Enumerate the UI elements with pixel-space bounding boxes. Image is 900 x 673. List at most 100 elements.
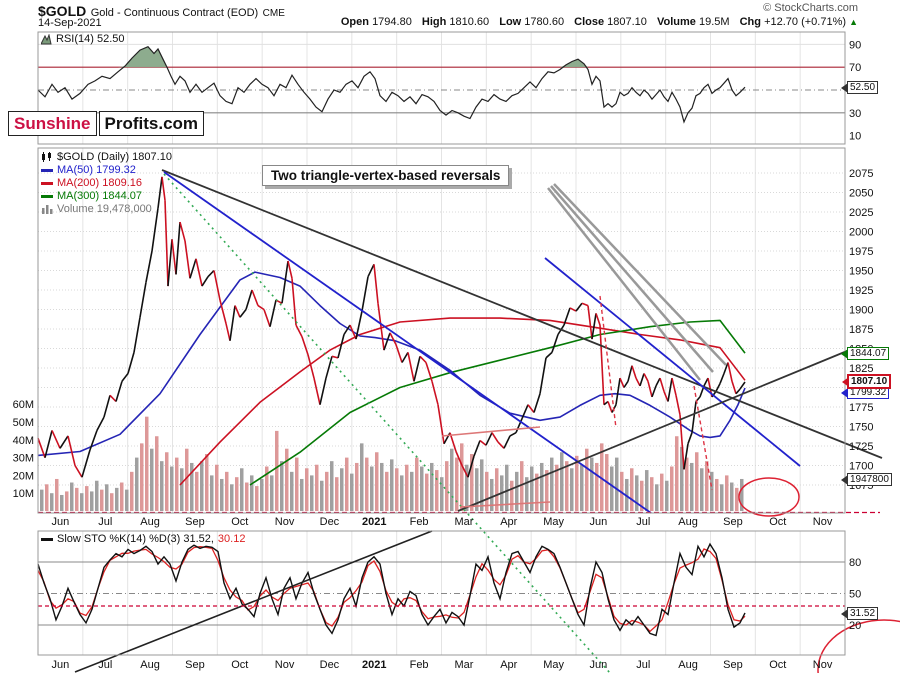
month-label: Oct — [769, 659, 786, 671]
volume-bar — [340, 468, 344, 511]
price-segment — [659, 377, 665, 392]
volume-bar — [320, 480, 324, 511]
volume-bar — [525, 477, 529, 511]
price-segment — [295, 324, 303, 338]
volume-bar — [380, 462, 384, 511]
copyright: © StockCharts.com — [763, 2, 858, 14]
volume-bar — [670, 466, 674, 511]
volume-bar — [700, 468, 704, 511]
red-dashed-june-drop — [599, 295, 617, 429]
exchange: CME — [262, 8, 285, 19]
volume-bar — [165, 452, 169, 511]
volume-bar — [435, 470, 439, 511]
price-segment — [591, 313, 597, 340]
volume-bar — [400, 475, 404, 511]
month-label: Mar — [454, 659, 473, 671]
ascending-support-black — [457, 350, 848, 512]
volume-bar — [185, 448, 189, 511]
rsi-indicator-icon — [41, 33, 52, 44]
price-segment — [497, 441, 505, 449]
price-segment — [201, 276, 209, 287]
price-ytick: 1725 — [849, 441, 873, 453]
volume-bar — [70, 482, 74, 511]
stoch-k-line — [37, 542, 746, 637]
price-ytick: 1750 — [849, 422, 873, 434]
volume-bar — [355, 462, 359, 511]
price-ytick: 1775 — [849, 402, 873, 414]
price-segment — [361, 276, 369, 312]
price-segment — [225, 323, 231, 341]
volume-bar — [690, 462, 694, 511]
price-segment — [337, 334, 345, 359]
volume-bar — [685, 457, 689, 511]
volume-bar — [545, 470, 549, 511]
price-segment — [467, 455, 475, 478]
volume-bar — [180, 468, 184, 511]
volume-bar — [620, 471, 624, 511]
price-segment — [301, 336, 309, 355]
volume-bar — [600, 443, 604, 511]
price-segment — [719, 373, 725, 384]
volume-ytick: 50M — [13, 417, 34, 429]
price-segment — [627, 365, 633, 382]
volume-bar — [725, 475, 729, 511]
ma50-legend-row: MA(50) 1799.32 — [41, 164, 136, 176]
volume-bar — [210, 475, 214, 511]
ma300-legend-row: MA(300) 1844.07 — [41, 190, 142, 202]
rsi-ytick: 30 — [849, 108, 861, 120]
volume-bar — [490, 478, 494, 511]
volume-bar — [485, 471, 489, 511]
price-segment — [307, 354, 315, 379]
price-segment — [44, 430, 53, 458]
stoch-d-line — [37, 545, 746, 633]
price-segment — [175, 222, 181, 275]
volume-bar — [645, 470, 649, 511]
volume-bar — [635, 475, 639, 511]
volume-bar — [560, 452, 564, 511]
rsi-legend: RSI(14) 52.50 — [41, 33, 124, 45]
volume-bar — [360, 443, 364, 511]
volume-bar — [590, 457, 594, 511]
price-segment — [151, 207, 159, 252]
price-segment — [575, 302, 583, 312]
volume-bar — [190, 462, 194, 511]
volume-bar — [465, 464, 469, 511]
high-value: 1810.60 — [449, 16, 490, 28]
open-label: Open — [340, 16, 369, 28]
volume-bar — [555, 464, 559, 511]
price-segment — [127, 352, 135, 374]
volume-bar — [515, 471, 519, 511]
price-segment — [647, 381, 653, 398]
price-segment — [569, 307, 577, 312]
volume-bar — [720, 484, 724, 511]
price-segment — [731, 381, 737, 394]
volume-bar — [85, 486, 89, 511]
volume-ytick: 40M — [13, 435, 34, 447]
price-segment — [109, 394, 117, 403]
volume-bar — [615, 457, 619, 511]
red-ellipse-stoch — [817, 619, 900, 673]
volume-bar — [675, 436, 679, 511]
volume-bar — [215, 464, 219, 511]
ma50-legend-text: MA(50) 1799.32 — [57, 164, 136, 176]
price-segment — [407, 352, 415, 382]
price-segment — [377, 303, 385, 351]
close-value: 1807.10 — [607, 16, 647, 28]
volume-bar — [240, 468, 244, 511]
price-segment — [325, 356, 333, 379]
price-segment — [59, 435, 69, 449]
price-segment — [691, 401, 697, 433]
month-label: Jul — [98, 516, 112, 528]
volume-value-marker: 1947800 — [841, 473, 892, 486]
volume-bar — [345, 457, 349, 511]
price-segment — [291, 278, 297, 326]
month-label: 2021 — [362, 516, 386, 528]
month-label: Apr — [500, 659, 517, 671]
price-ytick: 1950 — [849, 266, 873, 278]
price-segment — [727, 362, 733, 382]
volume-bar — [280, 461, 284, 511]
price-segment — [179, 221, 186, 242]
ma50-value-marker: 1799.32 — [840, 386, 890, 399]
volume-bar — [130, 471, 134, 511]
rsi-ytick: 70 — [849, 62, 861, 74]
